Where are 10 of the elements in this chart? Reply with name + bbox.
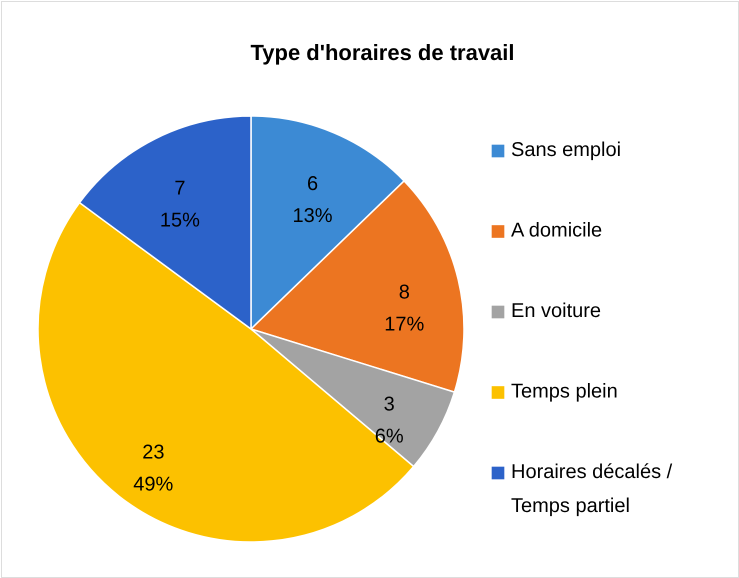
legend-label: En voiture [511, 300, 602, 322]
chart-title: Type d'horaires de travail [250, 40, 515, 65]
legend-label: Horaires décalés / Temps partiel [511, 461, 673, 517]
data-label: 6 13% [292, 172, 333, 227]
data-label: 8 17% [384, 281, 425, 336]
legend-label: Temps plein [511, 380, 618, 402]
data-label: 23 49% [133, 442, 174, 496]
legend-label: Sans emploi [511, 139, 622, 161]
legend-label: A domicile [511, 220, 602, 242]
data-label: 7 15% [160, 177, 200, 232]
